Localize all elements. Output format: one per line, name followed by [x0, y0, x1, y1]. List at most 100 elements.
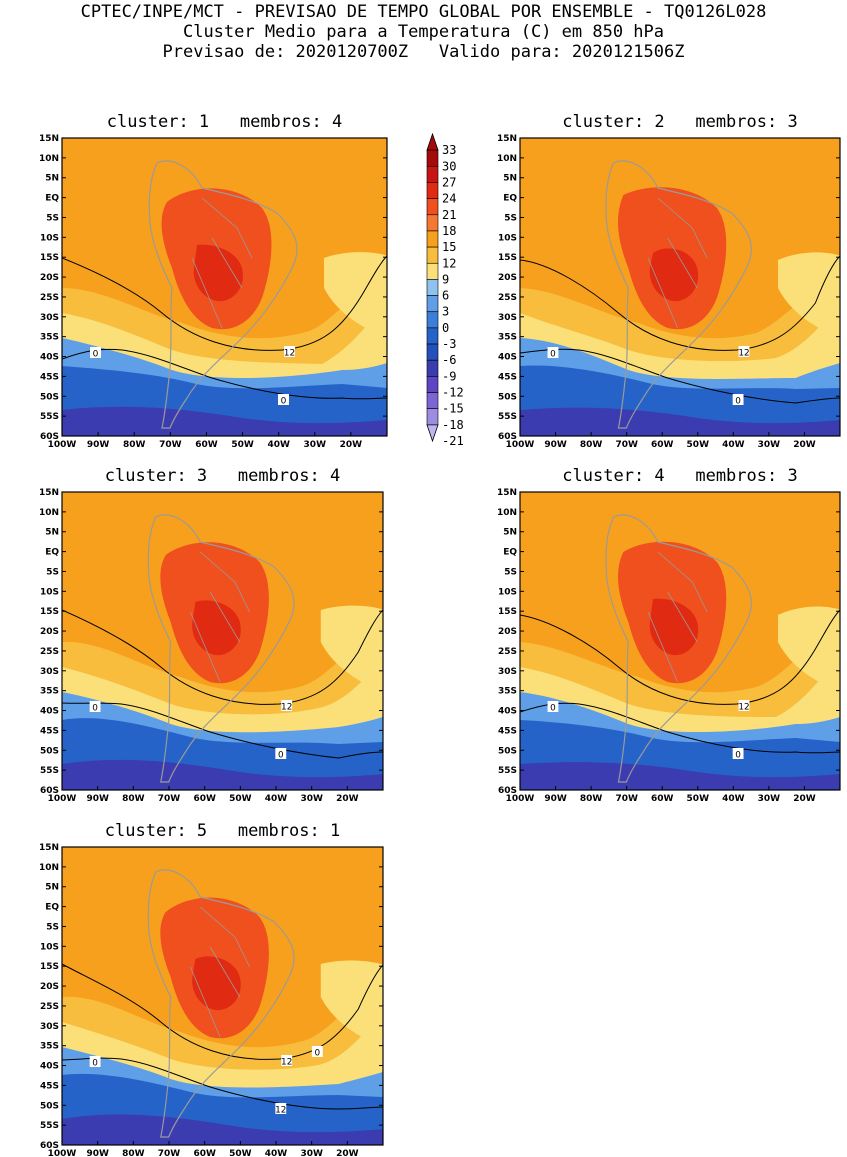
- panel-title: cluster: 3 membros: 4: [104, 466, 341, 486]
- contour-0: [62, 1057, 384, 1110]
- lon-label: 20W: [340, 440, 363, 450]
- lat-label: 20S: [40, 982, 59, 992]
- borders: [190, 906, 251, 1038]
- lat-label: 30S: [40, 313, 59, 323]
- lat-label: 25S: [40, 293, 59, 303]
- map-frame: [61, 137, 388, 437]
- lon-label: 80W: [580, 440, 603, 450]
- colorbar-label: 9: [442, 272, 449, 286]
- contour-label: 0: [550, 349, 556, 359]
- colorbar-label: -15: [442, 402, 464, 416]
- lat-label: 5N: [45, 528, 59, 538]
- lon-label: 100W: [48, 794, 77, 804]
- lon-label: 90W: [86, 794, 109, 804]
- contour-0: [62, 702, 384, 759]
- lat-label: 20S: [498, 273, 517, 283]
- contour-0: [520, 348, 841, 404]
- colorbar-label: -9: [442, 369, 456, 383]
- lat-label: 60S: [40, 1141, 59, 1151]
- colorbar-label: -3: [442, 337, 456, 351]
- colorbar-label: 30: [442, 159, 456, 173]
- lat-label: 35S: [40, 1042, 59, 1052]
- lat-label: 60S: [40, 432, 59, 442]
- field-cool-east: [320, 605, 384, 692]
- lon-label: 20W: [793, 794, 816, 804]
- lat-label: 10N: [39, 154, 59, 164]
- colorbar-top-arrow: [426, 132, 439, 151]
- lat-label: 10N: [39, 863, 59, 873]
- colorbar-label: 24: [442, 192, 456, 206]
- field-cool-east: [777, 606, 840, 692]
- contour-label: 0: [92, 1058, 98, 1068]
- lon-label: 70W: [158, 794, 181, 804]
- borders: [191, 197, 253, 329]
- lat-label: 10N: [497, 508, 517, 518]
- contour-label-bg: [311, 1046, 323, 1057]
- lat-label: 20S: [498, 627, 517, 637]
- contour-label-bg: [90, 347, 101, 358]
- field-coldest: [62, 759, 384, 790]
- lat-label: 25S: [40, 647, 59, 657]
- contour-label: 0: [314, 1048, 320, 1058]
- colorbar-label: -12: [442, 386, 464, 400]
- contour-label-bg: [732, 748, 744, 759]
- field-cool-east: [324, 252, 387, 338]
- lat-label: 35S: [498, 687, 517, 697]
- lat-label: 15S: [40, 253, 59, 263]
- lat-label: 35S: [40, 687, 59, 697]
- lat-label: 10S: [40, 942, 59, 952]
- panel-title: cluster: 1 membros: 4: [106, 112, 343, 132]
- lon-label: 40W: [265, 1149, 288, 1157]
- lat-label: 50S: [498, 746, 517, 756]
- field-coldest: [62, 406, 387, 436]
- lon-label: 50W: [231, 440, 254, 450]
- contour-label: 0: [278, 750, 284, 760]
- lat-label: 15S: [498, 253, 517, 263]
- contour-label: 12: [275, 1105, 286, 1115]
- contour-label-bg: [281, 1055, 293, 1066]
- lon-label: 40W: [722, 440, 745, 450]
- colorbar-swatch: [426, 408, 439, 426]
- map-panel: 0 12 0: [519, 491, 841, 791]
- contour-label-bg: [738, 346, 750, 357]
- lon-label: 100W: [506, 794, 535, 804]
- lat-label: 10N: [497, 154, 517, 164]
- lat-label: 25S: [498, 293, 517, 303]
- contour-label-bg: [284, 346, 295, 357]
- colorbar-label: 18: [442, 224, 456, 238]
- lat-label: 30S: [498, 667, 517, 677]
- lat-label: 25S: [498, 647, 517, 657]
- lat-label: EQ: [503, 548, 517, 558]
- contour-12: [62, 963, 384, 1060]
- map-panel: 0 12 0: [61, 137, 388, 437]
- colorbar-swatch: [426, 182, 439, 199]
- lon-label: 30W: [758, 440, 781, 450]
- map-frame: [61, 491, 384, 791]
- lon-label: 60W: [193, 1149, 216, 1157]
- lat-label: 15N: [497, 134, 517, 144]
- lon-label: 70W: [158, 1149, 181, 1157]
- lon-label: 30W: [300, 794, 323, 804]
- colorbar-swatch: [426, 166, 439, 183]
- lat-label: 60S: [498, 786, 517, 796]
- lat-label: 15N: [39, 843, 59, 853]
- lat-label: 10N: [39, 508, 59, 518]
- lat-label: 30S: [40, 1022, 59, 1032]
- lon-label: 70W: [615, 440, 638, 450]
- lat-label: 15N: [39, 488, 59, 498]
- lat-label: 10S: [498, 587, 517, 597]
- lat-label: 20S: [40, 273, 59, 283]
- panel-title: cluster: 2 membros: 3: [562, 112, 798, 132]
- borders: [190, 551, 251, 683]
- contour-label: 12: [738, 702, 749, 712]
- field-hottest: [193, 244, 243, 302]
- lon-label: 50W: [229, 794, 252, 804]
- colorbar-swatch: [426, 214, 439, 232]
- lon-label: 80W: [122, 794, 145, 804]
- lat-label: EQ: [45, 194, 59, 204]
- field-coldest: [520, 407, 840, 436]
- lon-label: 100W: [48, 440, 77, 450]
- colorbar-label: 12: [442, 256, 456, 270]
- lat-label: 45S: [40, 372, 59, 382]
- colorbar-swatch: [426, 392, 439, 409]
